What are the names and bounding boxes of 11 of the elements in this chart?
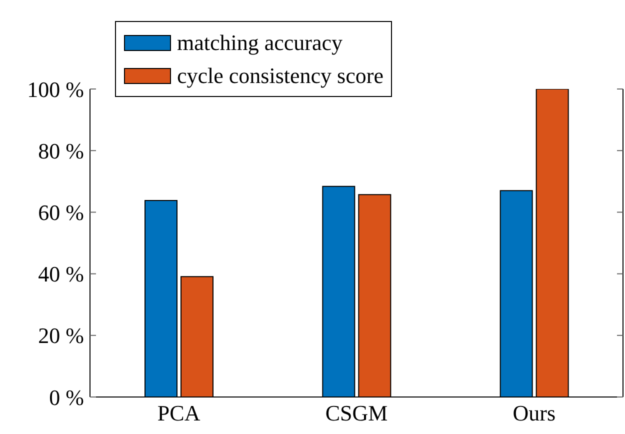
- x-tick-label: PCA: [157, 400, 200, 426]
- y-tick-label: 0 %: [49, 384, 84, 410]
- x-tick-label: CSGM: [325, 400, 388, 426]
- y-tick-label: 40 %: [38, 262, 84, 287]
- y-tick-label: 80 %: [38, 138, 84, 164]
- y-tick-label: 100 %: [27, 76, 84, 102]
- y-tick-label: 20 %: [38, 323, 84, 348]
- legend-label: matching accuracy: [177, 30, 343, 56]
- x-tick-label: Ours: [512, 400, 556, 426]
- y-tick-label: 60 %: [38, 200, 84, 226]
- legend-label: cycle consistency score: [177, 62, 384, 88]
